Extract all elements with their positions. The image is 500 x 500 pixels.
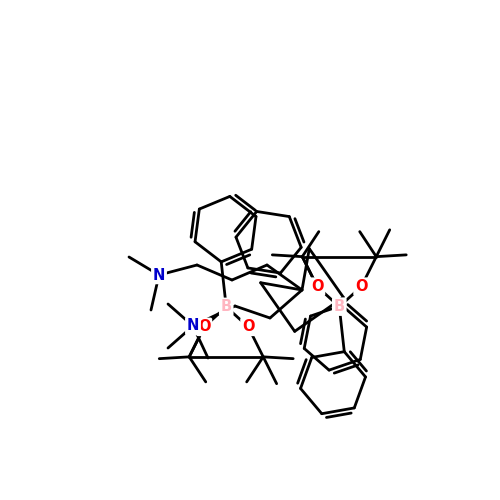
Text: B: B: [334, 299, 345, 314]
Text: B: B: [220, 300, 232, 314]
Text: N: N: [187, 318, 199, 334]
Text: O: O: [311, 279, 324, 294]
Text: O: O: [355, 279, 368, 294]
Text: O: O: [198, 320, 210, 334]
Text: N: N: [153, 268, 165, 282]
Text: O: O: [242, 320, 254, 334]
